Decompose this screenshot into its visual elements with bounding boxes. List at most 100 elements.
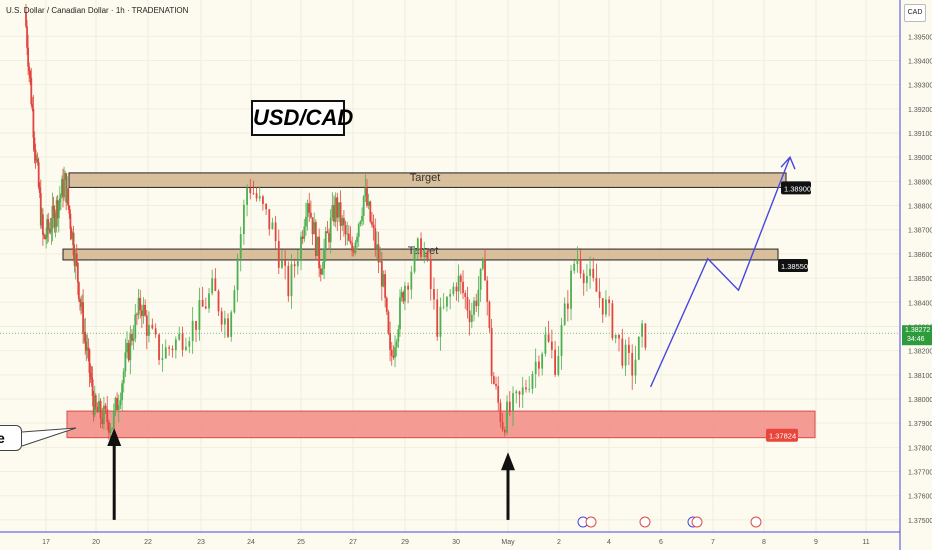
candle [66, 188, 69, 203]
candle [75, 253, 78, 263]
candle [164, 347, 167, 359]
y-tick-label: 1.39100 [908, 131, 932, 138]
candle [107, 422, 110, 433]
candle [442, 306, 445, 308]
candle [634, 359, 637, 376]
candle [204, 306, 207, 309]
candle [339, 202, 342, 226]
x-tick-label: 20 [92, 539, 100, 546]
candle [36, 159, 39, 163]
candle [341, 218, 344, 226]
candle [484, 259, 486, 281]
candle [404, 285, 406, 302]
candle [227, 318, 229, 337]
y-tick-label: 1.39400 [908, 58, 932, 65]
candle [497, 386, 500, 403]
candle [481, 259, 484, 269]
y-tick-label: 1.38400 [908, 300, 932, 307]
candle [87, 347, 90, 350]
candle [49, 228, 52, 233]
candle [508, 401, 511, 412]
candle [131, 334, 133, 341]
y-tick-label: 1.39200 [908, 107, 932, 114]
candle [349, 240, 352, 243]
candle [111, 427, 114, 430]
candle [324, 231, 327, 249]
candle [293, 264, 296, 267]
candle [338, 202, 340, 218]
candle [407, 285, 409, 290]
candle [116, 397, 119, 410]
candle [96, 406, 99, 413]
candle [74, 253, 77, 267]
candle [77, 282, 80, 300]
candle [605, 299, 607, 315]
candle [82, 302, 85, 334]
candle [217, 290, 220, 312]
candle [397, 329, 400, 342]
candle [117, 405, 120, 410]
candle [377, 244, 380, 263]
grid-lines [0, 0, 900, 532]
candle [201, 300, 204, 307]
candle [56, 200, 59, 219]
callout-pointer [21, 427, 77, 447]
event-icon [691, 516, 703, 528]
candle [71, 232, 74, 240]
candle [76, 262, 79, 283]
candle [628, 344, 630, 353]
candle [25, 12, 27, 27]
currency-badge[interactable]: CAD [904, 4, 926, 22]
candle [550, 341, 553, 350]
candle [614, 334, 617, 339]
x-tick-label: 30 [452, 539, 460, 546]
candle [436, 299, 439, 337]
event-icon [585, 516, 597, 528]
candle [468, 310, 471, 323]
candle [47, 219, 50, 231]
candle [88, 349, 91, 373]
candle [624, 344, 627, 366]
candle [366, 188, 368, 206]
candle [311, 217, 314, 235]
x-tick-label: 6 [659, 539, 663, 546]
candle [32, 108, 35, 138]
candle [308, 203, 311, 213]
candle [242, 204, 245, 235]
candle [35, 159, 38, 161]
candle [296, 261, 299, 267]
candle [28, 66, 31, 71]
candle [43, 234, 45, 236]
candle [314, 222, 317, 256]
y-tick-label: 1.38600 [908, 252, 932, 259]
zone-label: Target [408, 245, 439, 257]
candle [309, 212, 312, 218]
candle [570, 270, 572, 309]
candle [249, 187, 252, 194]
candle [46, 219, 49, 238]
candle [52, 206, 55, 210]
candle [236, 258, 239, 291]
candle [136, 314, 138, 316]
candle [68, 205, 71, 214]
candle [223, 318, 226, 325]
candle [402, 292, 405, 302]
candle [429, 259, 432, 290]
candle [534, 361, 537, 374]
x-tick-label: 4 [607, 539, 611, 546]
candle [328, 233, 330, 243]
y-tick-label: 1.37900 [908, 421, 932, 428]
candle [644, 323, 647, 348]
candle [351, 242, 354, 252]
candle [382, 274, 385, 287]
candle [495, 383, 497, 387]
candle [26, 26, 28, 48]
candle [38, 187, 41, 193]
price-tag-label: 1.38550 [781, 262, 808, 271]
candle [59, 194, 62, 199]
candle [506, 401, 508, 433]
candle [601, 298, 604, 315]
candle [390, 349, 393, 356]
candle [342, 218, 345, 225]
